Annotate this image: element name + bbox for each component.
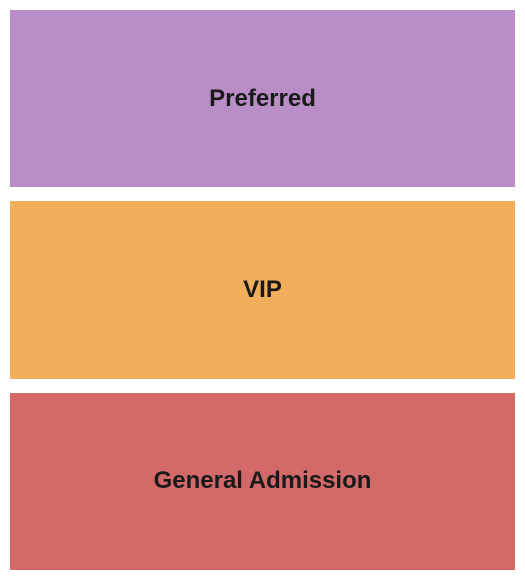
seating-section-vip: VIP: [10, 201, 515, 378]
seating-section-preferred: Preferred: [10, 10, 515, 187]
section-label: VIP: [243, 276, 282, 304]
seating-section-general-admission: General Admission: [10, 393, 515, 570]
section-label: Preferred: [209, 85, 316, 113]
section-label: General Admission: [154, 467, 372, 495]
